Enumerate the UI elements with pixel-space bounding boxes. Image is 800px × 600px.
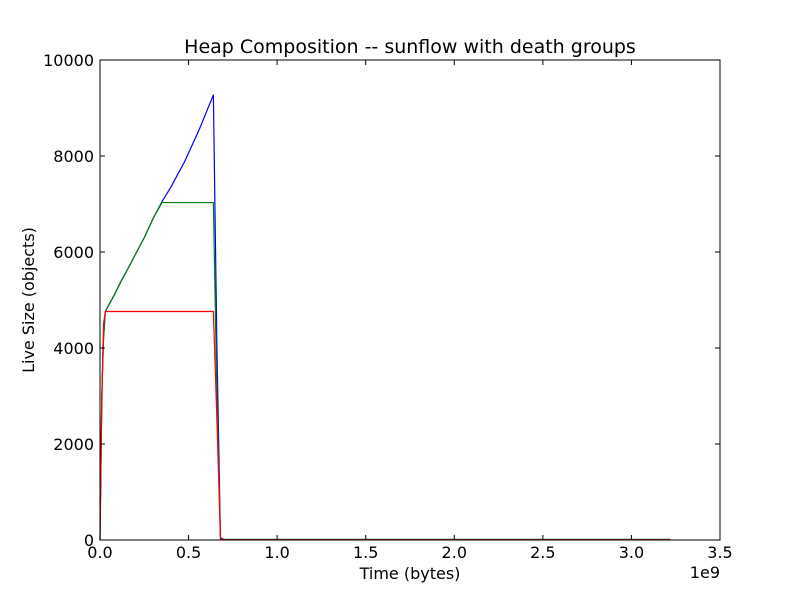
x-offset-label: 1e9 xyxy=(690,563,720,582)
y-tick-label: 8000 xyxy=(53,147,94,166)
x-tick-label: 1.5 xyxy=(353,543,378,562)
axes-frame xyxy=(99,59,721,541)
y-tick-label: 0 xyxy=(84,531,94,550)
y-tick-label: 4000 xyxy=(53,339,94,358)
x-ticks: 0.0 0.5 1.0 1.5 2.0 2.5 3.0 3.5 xyxy=(87,60,733,562)
y-tick-label: 6000 xyxy=(53,243,94,262)
x-tick-label: 1.0 xyxy=(264,543,289,562)
x-tick-label: 3.0 xyxy=(619,543,644,562)
y-tick-label: 2000 xyxy=(53,435,94,454)
chart-title: Heap Composition -- sunflow with death g… xyxy=(184,36,636,58)
y-ticks: 0 2000 4000 6000 8000 10000 xyxy=(43,51,720,550)
x-axis-title: Time (bytes) xyxy=(359,564,461,583)
x-tick-label: 3.5 xyxy=(707,543,732,562)
y-axis-title: Live Size (objects) xyxy=(19,227,38,373)
y-tick-label: 10000 xyxy=(43,51,94,70)
x-tick-label: 0.5 xyxy=(176,543,201,562)
x-tick-label: 0.0 xyxy=(87,543,112,562)
x-tick-label: 2.0 xyxy=(442,543,467,562)
x-tick-label: 2.5 xyxy=(530,543,555,562)
